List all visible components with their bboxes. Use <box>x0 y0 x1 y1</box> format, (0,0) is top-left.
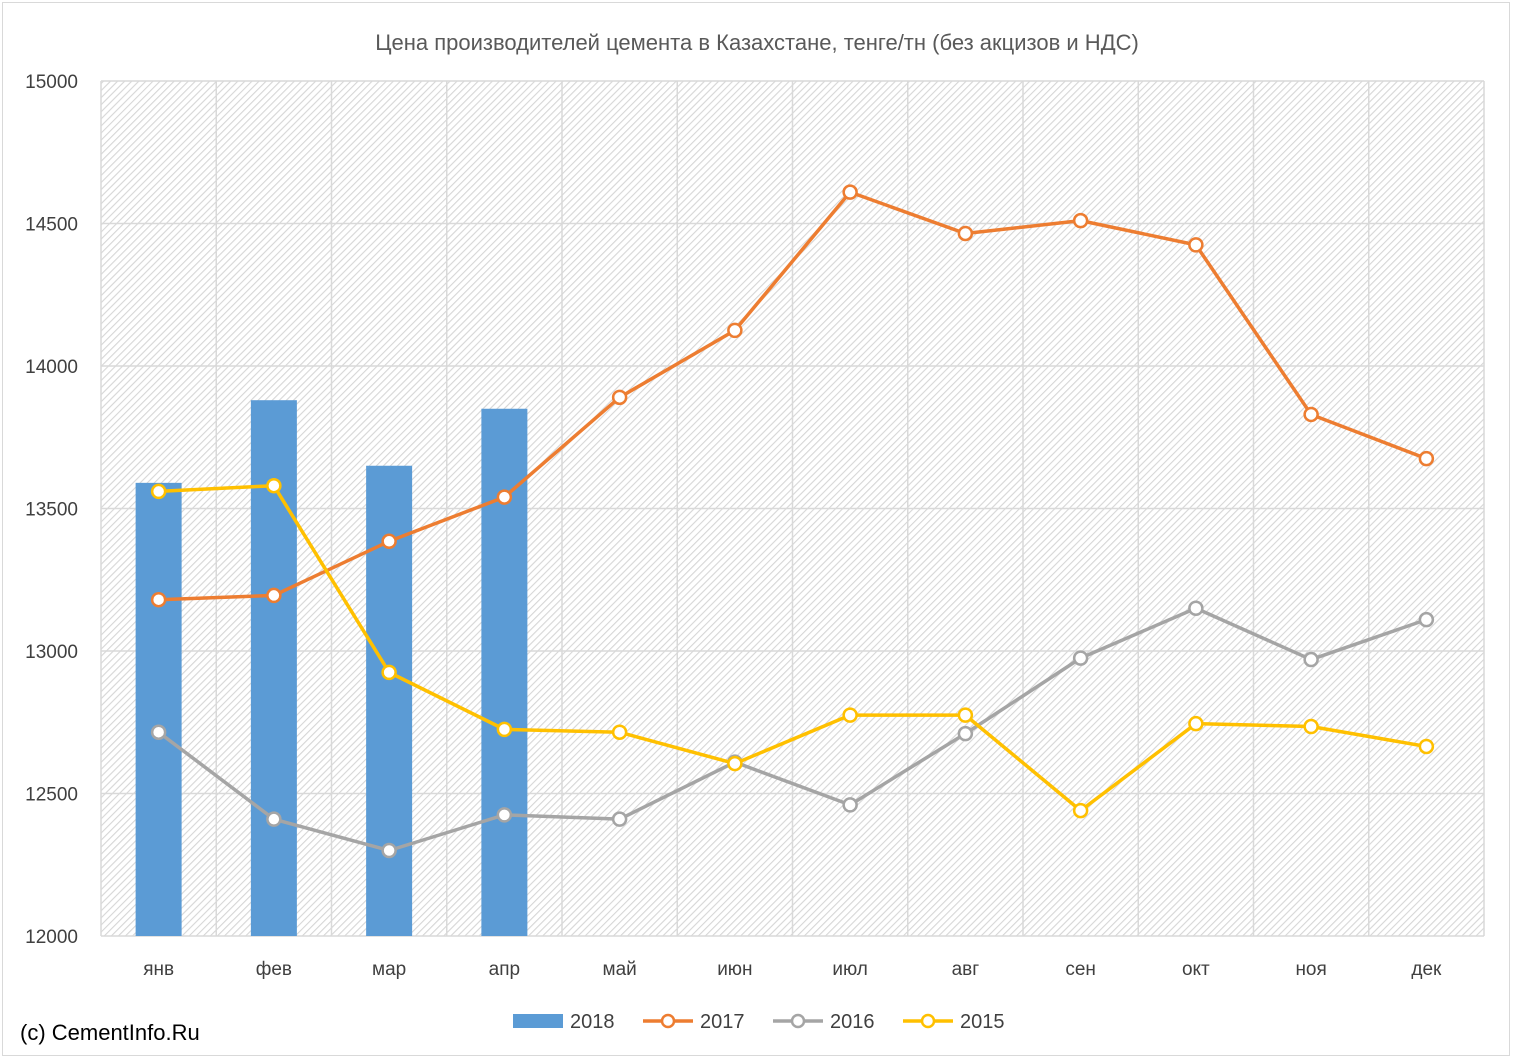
point-2016 <box>1303 651 1319 668</box>
legend-item-2017: 2017 <box>643 1011 745 1033</box>
point-2017 <box>496 489 513 505</box>
x-tick-label: ноя <box>1295 959 1326 980</box>
legend: 2018 2017 2016 2015 <box>513 1011 1005 1033</box>
y-tick-label: 12500 <box>25 785 78 806</box>
point-2015 <box>1188 715 1204 732</box>
legend-label: 2018 <box>570 1011 615 1033</box>
point-2017 <box>266 587 282 604</box>
x-axis: янв фев мар апр май июн июл авг сен окт ноя дек <box>143 959 1442 980</box>
point-2017 <box>842 184 858 200</box>
chart-title: Цена производителей цемента в Казахстане… <box>375 30 1139 55</box>
y-tick-label: 13500 <box>25 500 78 521</box>
x-tick-label: авг <box>952 959 980 980</box>
point-2017 <box>1418 450 1435 467</box>
bar-2018 <box>481 408 528 936</box>
x-tick-label: июн <box>717 959 752 980</box>
point-2015 <box>381 664 397 681</box>
point-2016 <box>1418 611 1435 628</box>
line-2016 <box>156 606 1429 853</box>
y-tick-label: 13000 <box>25 642 78 663</box>
copyright-text: (c) CementInfo.Ru <box>20 1020 200 1045</box>
legend-label: 2016 <box>830 1011 875 1033</box>
point-2015 <box>1303 718 1319 735</box>
bar-2018 <box>135 482 182 936</box>
point-2016 <box>266 811 282 827</box>
x-tick-label: янв <box>143 959 174 980</box>
point-2016 <box>842 797 858 813</box>
y-tick-label: 12000 <box>25 927 78 948</box>
legend-label: 2015 <box>960 1011 1005 1033</box>
line-2017 <box>156 190 1429 602</box>
point-2015 <box>1072 802 1089 819</box>
point-2015 <box>496 721 513 738</box>
point-2016 <box>381 842 397 859</box>
point-2017 <box>1072 212 1089 229</box>
series-2016 <box>150 600 1435 859</box>
bars-2018 <box>135 400 528 936</box>
point-2016 <box>1072 650 1089 666</box>
point-2017 <box>150 591 167 608</box>
legend-marker <box>660 1013 676 1029</box>
point-2017 <box>1188 237 1204 253</box>
point-2016 <box>1188 600 1204 616</box>
series-2015 <box>150 477 1435 819</box>
gridlines <box>100 80 1485 937</box>
legend-item-2018: 2018 <box>513 1011 615 1033</box>
y-axis: 12000 12500 13000 13500 14000 14500 15000 <box>25 72 78 948</box>
point-2016 <box>150 724 167 740</box>
point-2015 <box>611 724 628 740</box>
legend-marker <box>790 1013 806 1029</box>
x-tick-label: сен <box>1065 959 1096 980</box>
point-2016 <box>957 725 974 742</box>
lines <box>150 184 1435 859</box>
y-tick-label: 14000 <box>25 357 78 378</box>
series-2017 <box>150 184 1435 608</box>
point-2017 <box>611 389 628 406</box>
x-tick-label: дек <box>1411 959 1442 980</box>
point-2017 <box>381 533 397 550</box>
x-tick-label: мар <box>372 959 406 980</box>
point-2016 <box>611 811 628 827</box>
point-2015 <box>842 707 858 723</box>
point-2015 <box>727 755 743 772</box>
legend-item-2016: 2016 <box>773 1011 875 1033</box>
y-tick-label: 14500 <box>25 215 78 236</box>
x-tick-label: апр <box>489 959 520 980</box>
legend-label: 2017 <box>700 1011 745 1033</box>
point-2015 <box>150 483 167 500</box>
x-tick-label: июл <box>832 959 868 980</box>
x-tick-label: фев <box>256 959 292 980</box>
point-2015 <box>266 477 282 494</box>
line-2015 <box>156 483 1429 813</box>
y-tick-label: 15000 <box>25 72 78 93</box>
point-2016 <box>496 807 513 823</box>
point-2017 <box>1303 406 1319 423</box>
x-tick-label: окт <box>1182 959 1210 980</box>
point-2017 <box>957 225 974 242</box>
point-2015 <box>957 707 974 723</box>
legend-item-2015: 2015 <box>903 1011 1005 1033</box>
x-tick-label: май <box>603 959 637 980</box>
legend-swatch <box>513 1014 563 1028</box>
legend-marker <box>920 1013 936 1029</box>
point-2017 <box>727 322 743 339</box>
point-2015 <box>1418 738 1435 755</box>
